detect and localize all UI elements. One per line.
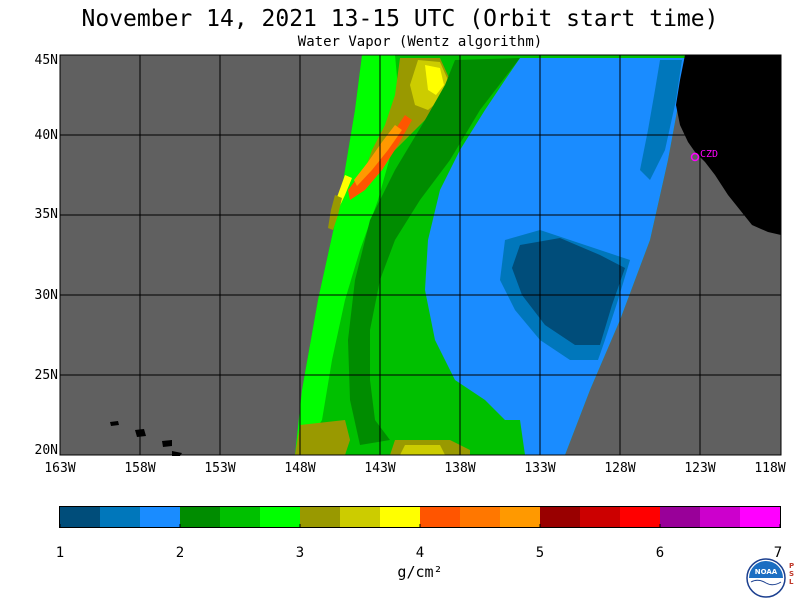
lon-label-118w: 118W (754, 461, 786, 476)
water-vapor-map: CZD (59, 54, 782, 456)
hawaii-islands (110, 421, 119, 426)
colorbar-swatch (380, 507, 421, 527)
lat-label-20n: 20N (34, 443, 58, 458)
colorbar-swatch (340, 507, 381, 527)
chart-subtitle: Water Vapor (Wentz algorithm) (297, 34, 543, 50)
colorbar-swatch (100, 507, 141, 527)
water-vapor-swath (295, 55, 685, 455)
colorbar-swatch (740, 507, 781, 527)
colorbar-swatch (580, 507, 621, 527)
colorbar-tick-2: 2 (175, 545, 185, 561)
lat-label-35n: 35N (34, 207, 58, 222)
colorbar-swatch (60, 507, 101, 527)
colorbar-swatch (260, 507, 301, 527)
colorbar-swatch (540, 507, 581, 527)
colorbar-swatch (700, 507, 741, 527)
colorbar-swatch (180, 507, 221, 527)
lon-label-163w: 163W (44, 461, 76, 476)
colorbar-tick-7: 7 (773, 545, 783, 561)
colorbar-swatch (500, 507, 541, 527)
north-america-land (676, 55, 781, 235)
colorbar-swatch (620, 507, 661, 527)
colorbar-tick-3: 3 (295, 545, 305, 561)
lat-label-45n: 45N (34, 53, 58, 68)
czd-station-label: CZD (700, 149, 718, 160)
noaa-logo[interactable]: NOAA (746, 558, 786, 598)
colorbar-swatch (660, 507, 701, 527)
colorbar-swatch (140, 507, 181, 527)
lon-label-153w: 153W (204, 461, 236, 476)
lat-lon-grid (60, 55, 781, 455)
svg-text:NOAA: NOAA (755, 568, 778, 576)
colorbar (59, 506, 781, 528)
colorbar-tick-1: 1 (55, 545, 65, 561)
lon-label-138w: 138W (444, 461, 476, 476)
lon-label-133w: 133W (524, 461, 556, 476)
lon-label-158w: 158W (124, 461, 156, 476)
psl-logo-text: PSL (789, 562, 795, 586)
colorbar-swatch (300, 507, 341, 527)
colorbar-swatch (220, 507, 261, 527)
hawaii-islands-3 (162, 440, 172, 447)
colorbar-swatch (460, 507, 501, 527)
lon-label-123w: 123W (684, 461, 716, 476)
colorbar-tick-5: 5 (535, 545, 545, 561)
lon-label-148w: 148W (284, 461, 316, 476)
lat-label-30n: 30N (34, 288, 58, 303)
lat-label-40n: 40N (34, 128, 58, 143)
lat-label-25n: 25N (34, 368, 58, 383)
map-frame (59, 54, 782, 456)
colorbar-tick-6: 6 (655, 545, 665, 561)
lon-label-143w: 143W (364, 461, 396, 476)
colorbar-units: g/cm² (397, 563, 443, 581)
colorbar-tick-4: 4 (415, 545, 425, 561)
czd-station-marker (690, 152, 700, 162)
lon-label-128w: 128W (604, 461, 636, 476)
colorbar-swatch (420, 507, 461, 527)
chart-title: November 14, 2021 13-15 UTC (Orbit start… (81, 6, 719, 32)
